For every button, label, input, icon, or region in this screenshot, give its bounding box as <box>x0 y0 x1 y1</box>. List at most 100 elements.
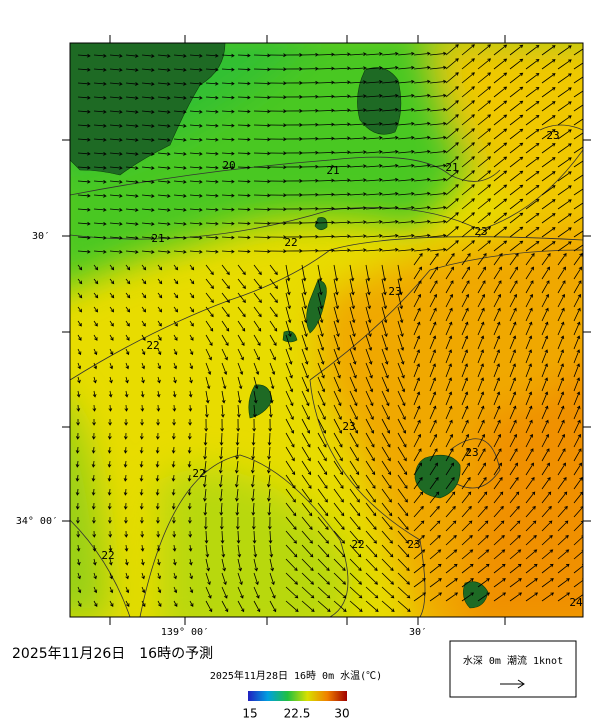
arrow <box>251 432 256 446</box>
arrow <box>477 72 492 84</box>
arrow <box>156 516 160 524</box>
arrow <box>461 476 471 490</box>
contour-label: 20 <box>222 159 235 172</box>
arrow <box>381 488 392 503</box>
arrow <box>157 362 162 370</box>
map-frame <box>69 42 584 618</box>
arrow <box>429 79 447 84</box>
arrow <box>573 349 581 364</box>
arrow <box>509 72 524 84</box>
arrow <box>381 474 392 489</box>
arrow <box>573 520 583 532</box>
arrow <box>413 163 431 168</box>
arrow <box>557 549 570 560</box>
arrow <box>477 462 486 476</box>
arrow <box>123 488 128 496</box>
arrow <box>205 390 210 404</box>
arrow <box>445 293 454 308</box>
arrow <box>252 530 257 544</box>
arrow <box>188 418 192 426</box>
arrow <box>269 221 287 226</box>
arrow <box>333 530 345 544</box>
arrow <box>125 236 139 240</box>
arrow <box>333 248 351 253</box>
arrow <box>125 320 130 327</box>
arrow <box>365 600 379 613</box>
arrow <box>237 249 251 254</box>
arrow <box>253 376 259 390</box>
arrow <box>461 128 475 140</box>
arrow <box>173 362 178 370</box>
arrow <box>125 166 139 170</box>
arrow <box>333 108 351 113</box>
arrow <box>171 502 176 510</box>
arrow <box>573 90 583 98</box>
arrow <box>301 390 310 407</box>
arrow <box>93 348 98 356</box>
land <box>70 43 489 609</box>
arrow <box>205 348 212 361</box>
arrow <box>221 151 235 156</box>
arrow <box>269 123 287 128</box>
arrow <box>429 349 437 364</box>
arrow <box>269 95 287 100</box>
arrow <box>269 207 287 212</box>
arrow <box>381 219 399 224</box>
arrow <box>221 600 229 613</box>
arrow <box>205 137 219 142</box>
arrow <box>93 278 99 285</box>
arrow <box>203 502 208 516</box>
arrow <box>413 578 426 588</box>
arrow <box>125 250 139 254</box>
arrow <box>493 44 508 56</box>
arrow <box>267 432 272 446</box>
arrow <box>157 306 163 313</box>
arrow <box>365 460 376 476</box>
arrow <box>301 404 310 421</box>
arrow <box>445 266 454 280</box>
arrow <box>461 391 469 406</box>
arrow <box>109 138 123 142</box>
arrow <box>91 502 96 510</box>
arrow <box>397 121 415 126</box>
arrow <box>109 572 113 580</box>
arrow <box>317 248 335 253</box>
arrow <box>525 534 537 546</box>
arrow <box>573 244 583 252</box>
arrow <box>413 476 423 490</box>
arrow <box>221 109 235 114</box>
arrow <box>221 264 230 276</box>
arrow <box>109 334 114 341</box>
arrow <box>541 171 556 182</box>
arrow <box>349 108 367 112</box>
arrow <box>413 205 431 210</box>
arrow <box>333 390 342 407</box>
arrow <box>381 278 387 296</box>
arrow <box>333 600 347 613</box>
arrow <box>269 278 278 290</box>
arrow <box>509 534 521 546</box>
arrow <box>285 264 291 282</box>
arrow <box>141 376 145 384</box>
arrow <box>157 250 171 254</box>
arrow <box>413 520 425 532</box>
arrow <box>477 563 490 574</box>
arrow <box>76 404 81 412</box>
arrow <box>349 432 359 448</box>
arrow <box>477 307 485 322</box>
arrow <box>77 572 81 580</box>
arrow <box>557 391 565 406</box>
arrow <box>541 199 556 210</box>
arrow <box>157 138 171 142</box>
arrow <box>509 128 524 140</box>
arrow <box>221 306 230 318</box>
arrow <box>237 390 242 404</box>
arrow <box>109 124 123 128</box>
arrow <box>525 212 540 224</box>
arrow <box>253 109 271 114</box>
arrow <box>268 418 273 432</box>
arrow <box>219 432 224 446</box>
arrow <box>573 448 582 462</box>
arrow <box>189 235 203 240</box>
arrow <box>237 558 243 572</box>
